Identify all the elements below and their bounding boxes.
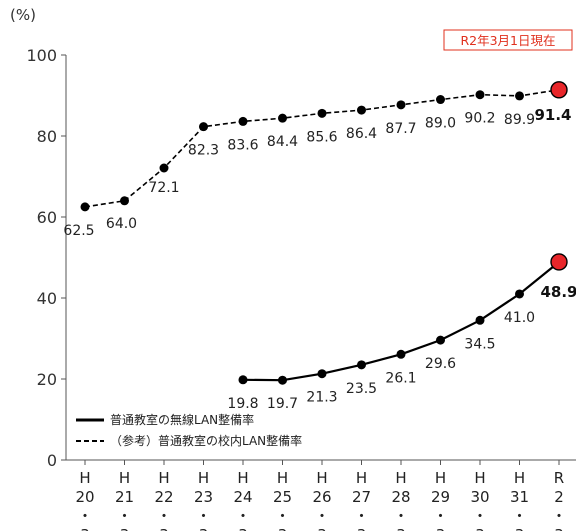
x-category-label: H24・3: [233, 469, 252, 531]
y-tick-label: 20: [37, 370, 57, 389]
x-category-label: H21・3: [115, 469, 134, 531]
wireless-lan-point: [278, 375, 287, 385]
legend: 普通教室の無線LAN整備率 （参考）普通教室の校内LAN整備率: [76, 412, 302, 448]
lan-point: [120, 196, 129, 206]
lan-point: [159, 163, 169, 173]
axes: 0 20 40 60 80 100: [26, 46, 576, 470]
wireless-lan-point-latest: [550, 253, 568, 271]
wireless-lan-data-label: 34.5: [464, 336, 495, 352]
wireless-lan-data-label: 48.9: [540, 283, 576, 301]
wireless-lan-data-label: 21.3: [306, 390, 337, 406]
lan-point: [396, 100, 406, 110]
x-category-label: H25・3: [273, 469, 292, 531]
y-tick-label: 40: [37, 289, 57, 308]
wireless-lan-point: [396, 349, 406, 359]
wireless-lan-data-label: 41.0: [504, 310, 535, 326]
x-category-label: H26・3: [312, 469, 331, 531]
wireless-lan-point: [238, 375, 248, 385]
wireless-lan-point: [436, 335, 445, 345]
lan-point: [515, 91, 524, 101]
x-category-label: H22・3: [154, 469, 173, 531]
lan-data-label: 85.6: [306, 129, 337, 145]
x-category-label: R2・3: [551, 469, 566, 531]
legend-solid-label: 普通教室の無線LAN整備率: [110, 412, 254, 427]
wireless-lan-data-label: 19.7: [267, 396, 298, 412]
lan-data-label: 82.3: [188, 143, 219, 159]
lan-data-label: 90.2: [464, 111, 495, 127]
lan-point: [199, 122, 208, 132]
date-note-box: [443, 29, 573, 51]
lan-data-label: 64.0: [106, 216, 137, 232]
y-tick-label: 60: [37, 208, 57, 227]
wireless-lan-point: [515, 289, 524, 299]
x-category-label: H29・3: [431, 469, 450, 531]
lan-point-latest: [550, 81, 568, 99]
wireless-lan-data-label: 19.8: [227, 396, 258, 412]
x-category-label: H23・3: [194, 469, 213, 531]
x-category-label: H27・3: [352, 469, 371, 531]
wireless-lan-data-label: 23.5: [346, 381, 377, 397]
lan-data-label: 89.9: [504, 112, 535, 128]
x-category-label: H28・3: [391, 469, 410, 531]
lan-point: [357, 105, 366, 115]
wireless-lan-point: [317, 369, 327, 379]
wireless-lan-point: [475, 315, 485, 325]
lan-data-label: 87.7: [385, 121, 416, 137]
date-note-text: R2年3月1日現在: [460, 33, 555, 48]
lan-data-label: 86.4: [346, 126, 377, 142]
lan-data-label: 84.4: [267, 134, 298, 150]
lan-data-label: 62.5: [63, 223, 94, 239]
lan-data-label: 72.1: [148, 180, 179, 196]
y-tick-label: 0: [47, 451, 57, 470]
x-axis-categories: H20・3 H21・3 H22・3 H23・3 H24・3 H25・3 H26・3 H27・3…: [75, 460, 567, 531]
y-tick-label: 100: [26, 46, 57, 65]
data-points: [80, 81, 568, 385]
lan-point: [278, 113, 287, 123]
lan-point: [238, 116, 248, 126]
x-category-label: H30・3: [470, 469, 489, 531]
wireless-lan-point: [357, 360, 366, 370]
lan-data-label: 89.0: [425, 116, 456, 132]
lan-point: [436, 95, 445, 105]
legend-dashed-label: （参考）普通教室の校内LAN整備率: [110, 433, 302, 448]
x-category-label: H20・3: [75, 469, 94, 531]
date-note: R2年3月1日現在: [443, 29, 573, 51]
x-category-label: H31・3: [510, 469, 529, 531]
wireless-lan-data-label: 26.1: [385, 370, 416, 386]
lan-data-label: 91.4: [534, 106, 571, 124]
unit-label: (%): [10, 6, 36, 24]
wireless-lan-data-label: 29.6: [425, 356, 456, 372]
lan-point: [317, 108, 327, 118]
y-tick-label: 80: [37, 127, 57, 146]
data-labels: 19.8 19.7 21.3 23.5 26.1 29.6 34.5 41.0 48.9 62.5…: [63, 106, 576, 412]
lan-data-label: 83.6: [227, 137, 258, 153]
lan-point: [475, 90, 485, 100]
lan-point: [80, 202, 90, 212]
